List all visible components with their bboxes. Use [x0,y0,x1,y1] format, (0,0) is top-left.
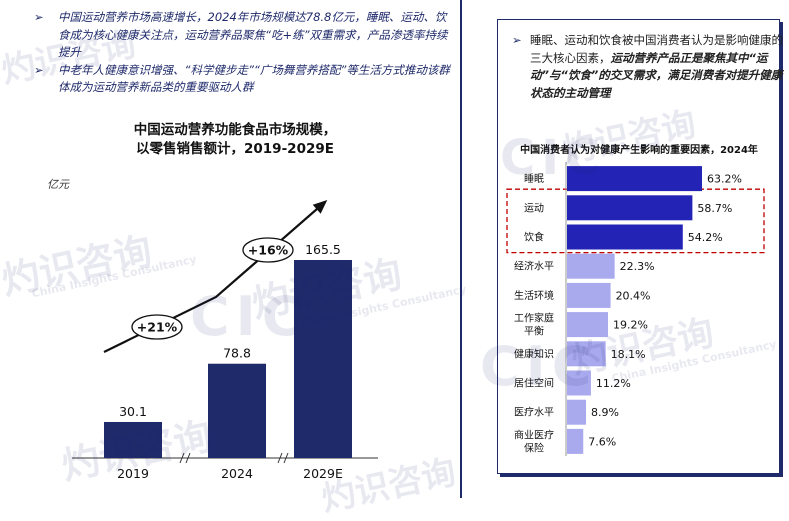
arrow-bullet-icon: ➢ [512,33,522,47]
growth-rate-label: +21% [137,320,178,335]
bar [567,312,609,338]
category-label: 医疗水平 [514,406,554,419]
growth-rate-label: +16% [248,243,289,258]
market-chart-unit: 亿元 [47,178,69,191]
bar [567,253,615,279]
data-label: 58.7% [697,202,732,215]
axis-break-mark [185,452,191,464]
key-point-text: 中老年人健康意识增强、“科学健步走”“广场舞营养搭配”等生活方式推动该群体成为运… [58,62,450,95]
market-chart-title-line: 中国运动营养功能食品市场规模， [133,122,337,138]
growth-oval [131,314,183,340]
data-label: 11.2% [596,377,631,390]
category-label: 健康知识 [514,347,554,360]
market-chart-title: 中国运动营养功能食品市场规模， 以零售销售额计，2019-2029E [60,121,410,159]
health-factors-summary: ➢ 睡眠、运动和饮食被中国消费者认为是影响健康的三大核心因素，运动营养产品正是聚… [510,32,789,102]
health-factors-bar-chart: 63.2% 睡眠 58.7% 运动 54.2% 饮食 22.3% 经济水平 20.4% 生活环境 1… [506,162,765,456]
category-label: 工作家庭平衡 [514,312,554,338]
key-point: ➢ 中国运动营养市场高速增长，2024年市场规模达78.8亿元，睡眠、运动、饮食… [34,9,454,62]
data-label: 22.3% [620,260,655,273]
category-label: 商业医疗保险 [514,428,554,454]
bar [567,428,584,454]
tick-label: 2029E [303,466,343,481]
bar [567,341,606,367]
bar [567,224,683,250]
key-point: ➢ 中老年人健康意识增强、“科学健步走”“广场舞营养搭配”等生活方式推动该群体成… [34,62,454,97]
tick-label: 2024 [221,466,253,481]
arrow-head-icon [312,200,328,214]
axis-break-mark [283,452,289,464]
bar [208,363,266,458]
summary-plain-text: 睡眠、运动和饮食被中国消费者认为是影响健康的三大核心因素， [530,33,783,65]
category-label: 运动 [524,202,544,214]
data-label: 18.1% [611,348,646,361]
category-label: 生活环境 [514,289,554,302]
arrow-bullet-icon: ➢ [34,62,44,77]
data-label: 63.2% [707,173,742,186]
bar [567,195,693,221]
arrow-bullet-icon: ➢ [34,10,44,24]
data-label: 8.9% [591,406,619,419]
bar [567,370,591,396]
data-label: 30.1 [119,404,147,419]
factors-chart-title: 中国消费者认为对健康产生影响的重要因素，2024年 [520,145,758,156]
category-label: 饮食 [524,231,544,244]
bar [104,421,162,458]
bar [567,166,702,192]
market-size-bar-chart: 30.1 2019 78.8 2024 165.5 2029E +21% +16% [72,200,378,481]
key-point-text: 中国运动营养市场高速增长，2024年市场规模达78.8亿元，睡眠、运动、饮食成为… [58,10,448,59]
health-factors-panel: ➢ 睡眠、运动和饮食被中国消费者认为是影响健康的三大核心因素，运动营养产品正是聚… [497,19,783,474]
tick-label: 2019 [117,466,149,481]
axis-break-mark [179,452,185,464]
data-label: 165.5 [305,242,341,257]
category-label: 经济水平 [514,260,554,273]
key-points-list: ➢ 中国运动营养市场高速增长，2024年市场规模达78.8亿元，睡眠、运动、饮食… [34,9,454,97]
bar [567,399,587,425]
summary-strong-text: 运动营养产品正是聚焦其中“运动”与“饮食”的交叉需求，满足消费者对提升健康状态的… [530,50,783,100]
market-size-panel: ➢ 中国运动营养市场高速增长，2024年市场规模达78.8亿元，睡眠、运动、饮食… [34,0,462,498]
data-label: 20.4% [616,289,651,302]
data-label: 7.6% [588,435,616,448]
bar [294,260,352,458]
category-label: 睡眠 [524,172,544,185]
category-label: 居住空间 [514,377,554,390]
market-chart-title-line: 以零售销售额计，2019-2029E [136,141,334,157]
data-label: 78.8 [223,346,251,361]
axis-break-mark [277,452,283,464]
bar [567,282,611,308]
data-label: 19.2% [613,319,648,332]
data-label: 54.2% [688,231,723,244]
growth-oval [242,237,294,263]
